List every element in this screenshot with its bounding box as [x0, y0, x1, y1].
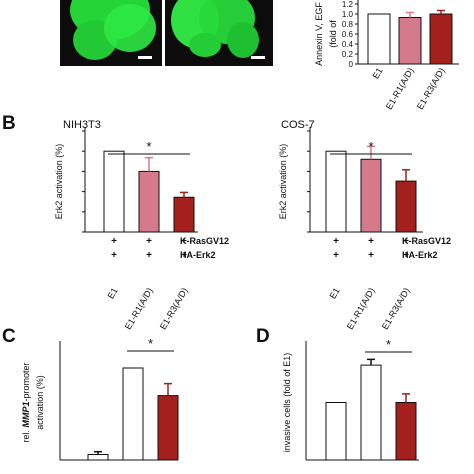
B_right-category-label: E1 — [328, 286, 342, 301]
A_right-y-tick-label: 0.2 — [342, 50, 354, 59]
scale-bar — [138, 56, 152, 59]
B_left-category-label: E1 — [106, 286, 120, 301]
A_right-y-axis-label: Annexin V, EGF — [314, 2, 324, 66]
C-significance-star: * — [148, 336, 153, 351]
B_left-condition-sign: + — [146, 236, 152, 247]
B_right-condition-sign: + — [333, 250, 339, 261]
B_right-condition-label: HA-Erk2 — [402, 250, 438, 260]
D-significance-star: * — [386, 337, 391, 352]
B_left-bar — [173, 196, 195, 233]
B_left-category-label: E1-R1(A/D) — [123, 286, 155, 331]
A_right-y-tick-label: 1.2 — [342, 0, 354, 9]
panel-letter-c: C — [2, 326, 16, 347]
A_right-category-label: E1-R1(A/D) — [384, 66, 416, 111]
B_right-bar — [360, 158, 382, 233]
A_right-y-tick-label: 0.8 — [342, 20, 354, 29]
A_right-y-tick-label: 0.4 — [342, 40, 354, 49]
A_right-y-axis-label-line2: (fold of — [328, 20, 338, 48]
C-y-axis-label: rel. MMP1-promoter — [21, 362, 31, 442]
B_right-condition-sign: + — [403, 236, 409, 247]
B_right-bar — [325, 150, 347, 233]
B_right-condition-sign: + — [403, 250, 409, 261]
B_right-y-axis-label: Erk2 activation (%) — [278, 144, 288, 220]
B_right-condition-sign: + — [368, 236, 374, 247]
A_right-bar — [398, 17, 422, 65]
B_left-bar — [138, 170, 160, 233]
B_left-condition-label: K-RasGV12 — [180, 236, 229, 246]
A_right-y-tick-label: 1.0 — [342, 10, 354, 19]
B_right-category-label: E1-R1(A/D) — [345, 286, 377, 331]
B_left-condition-sign: + — [181, 250, 187, 261]
A_right-bar — [367, 13, 391, 65]
A_right-y-tick-label: 0.6 — [342, 30, 354, 39]
A_right-category-label: E1 — [371, 66, 385, 81]
B_left-condition-label: HA-Erk2 — [180, 250, 216, 260]
B_right-chart-title: COS-7 — [281, 119, 315, 131]
B_left-condition-sign: + — [111, 236, 117, 247]
D-bar — [325, 402, 347, 461]
B_left-category-label: E1-R3(A/D) — [158, 286, 190, 331]
micrograph-2-image — [171, 0, 265, 59]
A_right-category-label: E1-R3(A/D) — [415, 66, 447, 111]
panel-letter-d: D — [256, 326, 270, 347]
D-y-axis-label: invasive cells (fold of E1) — [282, 353, 292, 453]
micrograph-panel-1 — [60, 0, 162, 66]
micrograph-1-image — [70, 0, 156, 60]
A_right-y-tick-label: 0 — [349, 60, 354, 69]
micrograph-panel-2 — [165, 0, 273, 66]
D-bar — [395, 402, 417, 461]
scale-bar — [251, 56, 265, 59]
B_left-significance-star: * — [146, 139, 151, 154]
B_right-condition-sign: + — [368, 250, 374, 261]
B_left-y-axis-label: Erk2 activation (%) — [54, 144, 64, 220]
B_left-condition-sign: + — [111, 250, 117, 261]
C-y-axis-label-line2: activation (%) — [35, 375, 45, 430]
B_right-bar — [395, 180, 417, 233]
C-bar — [87, 453, 109, 461]
B_right-condition-sign: + — [333, 236, 339, 247]
B_right-category-label: E1-R3(A/D) — [380, 286, 412, 331]
D-bar — [360, 364, 382, 461]
B_left-bar — [103, 150, 125, 233]
B_left-chart-title: NIH3T3 — [63, 119, 101, 131]
B_left-condition-sign: + — [146, 250, 152, 261]
B_left-condition-sign: + — [181, 236, 187, 247]
A_right-bar — [429, 13, 453, 65]
B_right-condition-label: K-RasGV12 — [402, 236, 451, 246]
B_right-significance-star: * — [368, 139, 373, 154]
C-bar — [157, 395, 179, 461]
C-bar — [122, 367, 144, 461]
panel-letter-b: B — [2, 113, 16, 134]
